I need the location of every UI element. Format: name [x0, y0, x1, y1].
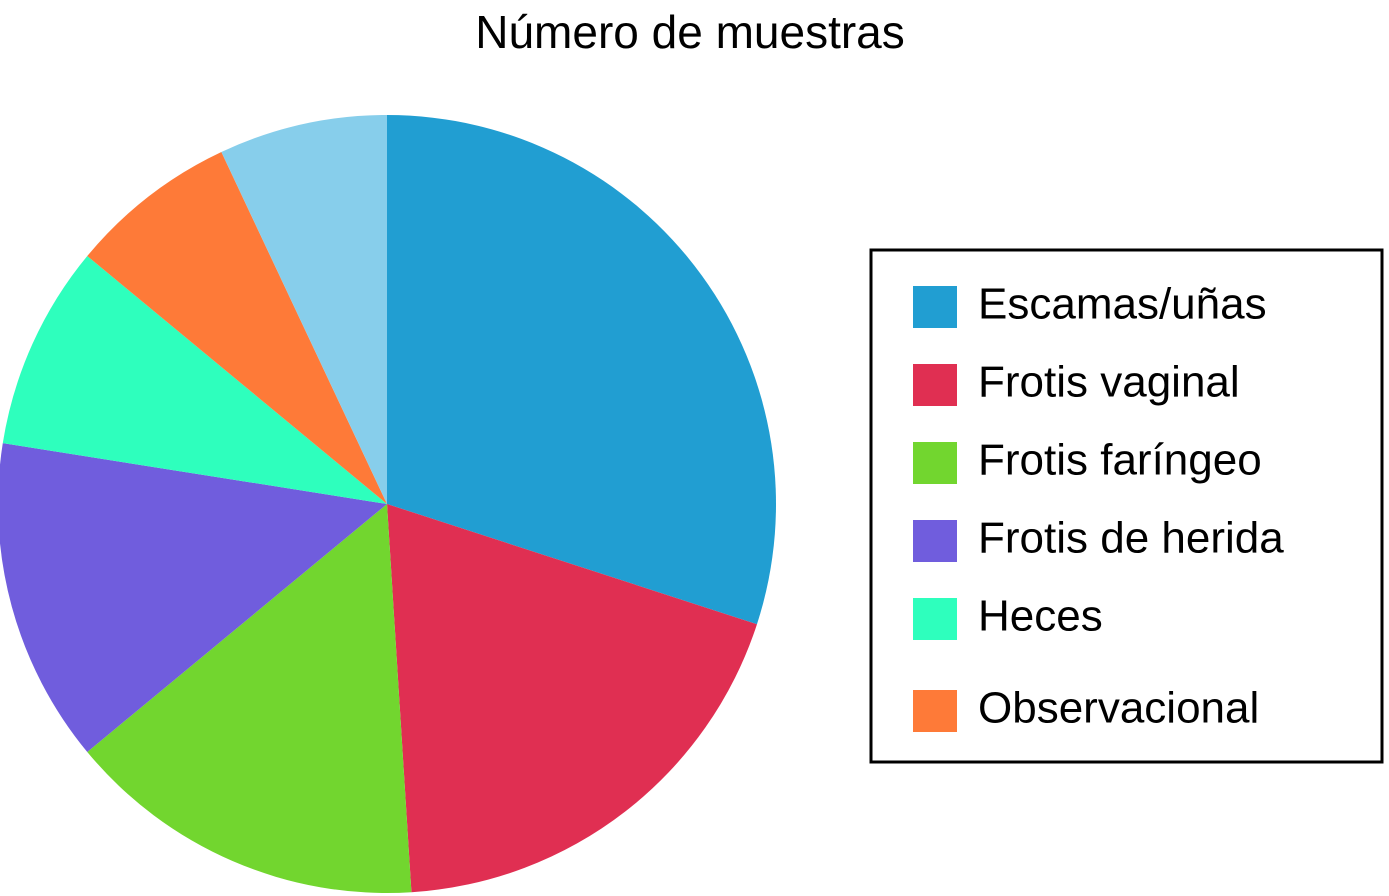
pie-slice: [0, 443, 387, 752]
legend-swatch: [913, 286, 957, 328]
chart-title: Número de muestras: [475, 6, 905, 58]
pie-slice: [221, 115, 387, 504]
legend-swatch: [913, 690, 957, 732]
pie-slice: [387, 504, 757, 893]
legend-label: Frotis faríngeo: [978, 436, 1262, 485]
legend-label: Observacional: [978, 684, 1259, 733]
legend-swatch: [913, 364, 957, 406]
legend-label: Frotis de herida: [978, 514, 1284, 563]
legend-swatch: [913, 598, 957, 640]
pie-slice: [87, 504, 412, 893]
pie-slice: [387, 115, 776, 625]
legend-swatch: [913, 442, 957, 484]
pie-slice: [2, 256, 387, 504]
legend-label: Heces: [978, 592, 1103, 641]
pie-slice: [87, 152, 387, 504]
legend-swatch: [913, 520, 957, 562]
legend-box: [869, 248, 1384, 764]
legend-label: Escamas/uñas: [978, 280, 1267, 329]
legend-label: Frotis vaginal: [978, 358, 1240, 407]
